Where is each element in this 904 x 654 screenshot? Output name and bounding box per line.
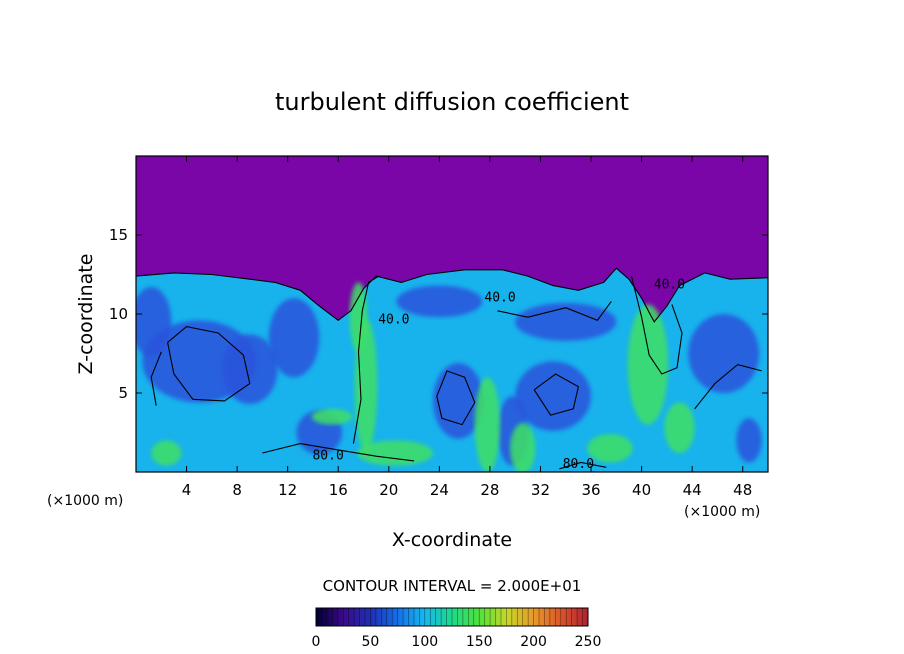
contour-labels: 40.0 40.0 40.0 80.0 80.0 (312, 278, 685, 472)
y-tick-label: 10 (109, 305, 128, 323)
field-patch (354, 318, 378, 452)
x-tick-label: 20 (379, 481, 398, 499)
x-axis-ticks: 4 8 12 16 20 24 28 32 36 40 44 48 (182, 156, 752, 499)
field-patch (349, 282, 368, 352)
contour-line (497, 301, 612, 321)
x-tick-label: 36 (581, 481, 600, 499)
y-axis-label: Z-coordinate (75, 254, 97, 375)
x-tick-label: 28 (480, 481, 499, 499)
field-patch (396, 285, 483, 318)
contour-line (150, 351, 162, 406)
colorbar-tick-label: 0 (312, 634, 321, 650)
field-patch (515, 302, 617, 341)
contour-label: 40.0 (484, 290, 515, 305)
field-patches (136, 282, 762, 472)
colorbar-tick-label: 150 (466, 634, 493, 650)
x-tick-label: 16 (329, 481, 348, 499)
x-tick-label: 48 (733, 481, 752, 499)
contour-label: 80.0 (563, 457, 594, 472)
field-patch (221, 334, 278, 405)
x-tick-label: 40 (632, 481, 651, 499)
y-tick-label: 15 (109, 226, 128, 244)
contour-line (167, 326, 251, 402)
contour-line (559, 461, 607, 470)
x-tick-label: 24 (430, 481, 449, 499)
field-patch (627, 304, 669, 425)
contour-label: 80.0 (312, 448, 343, 463)
colorbar-tick-label: 200 (520, 634, 547, 650)
contour-label: 40.0 (654, 278, 685, 293)
y-axis-ticks: 5 10 15 (109, 226, 768, 402)
field-patch (664, 402, 695, 454)
contour-line (262, 443, 415, 462)
field-patch (510, 423, 536, 472)
contour-line (136, 267, 768, 323)
field-patch (357, 440, 434, 466)
field-patch (587, 434, 633, 463)
plot-area: 40.0 40.0 40.0 80.0 80.0 (136, 156, 768, 472)
contour-line (533, 373, 580, 416)
colorbar-tick-label: 250 (575, 634, 602, 650)
colorbar-tick-label: 50 (361, 634, 379, 650)
field-patch (136, 287, 172, 357)
field-patch (474, 377, 501, 472)
colorbar-levels (321, 608, 583, 626)
contour-line (630, 275, 683, 375)
contour-label: 40.0 (378, 312, 409, 327)
x-tick-label: 12 (278, 481, 297, 499)
field-patch (151, 440, 182, 466)
colorbar-ticks: 0 50 100 150 200 250 (312, 634, 602, 650)
x-tick-label: 4 (182, 481, 192, 499)
x-tick-label: 8 (232, 481, 242, 499)
field-patch (515, 361, 592, 431)
field-patch (736, 418, 762, 463)
x-axis-label: X-coordinate (392, 529, 512, 551)
contour-line (352, 275, 379, 444)
y-tick-label: 5 (118, 384, 128, 402)
contour-line (694, 363, 762, 410)
x-left-unit: (×1000 m) (47, 493, 123, 509)
x-tick-label: 32 (531, 481, 550, 499)
contour-interval-text: CONTOUR INTERVAL = 2.000E+01 (323, 577, 582, 595)
chart-title: turbulent diffusion coefficient (275, 88, 629, 116)
x-tick-label: 44 (683, 481, 702, 499)
field-patch (311, 408, 353, 425)
field-patch (268, 298, 320, 378)
contour-line (436, 370, 476, 426)
field-patch (688, 314, 760, 393)
contour-lines (136, 267, 768, 470)
colorbar-tick-label: 100 (411, 634, 438, 650)
x-right-unit: (×1000 m) (684, 504, 760, 520)
